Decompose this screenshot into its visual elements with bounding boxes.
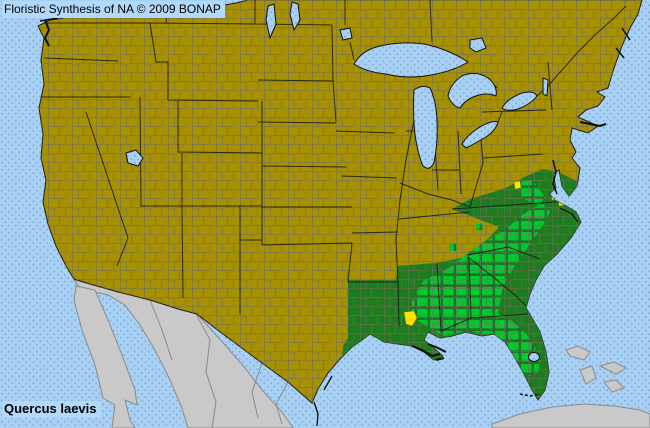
florida-keys (519, 393, 541, 397)
bc-lake-1 (265, 3, 277, 40)
mexico-state-borders (149, 299, 289, 428)
great-salt-lake (125, 149, 144, 167)
lake-of-the-woods (339, 27, 353, 41)
bahamas (565, 345, 628, 393)
mississippi-delta (411, 343, 447, 361)
lake-huron (447, 72, 497, 109)
lake-okeechobee (528, 352, 540, 362)
lake-michigan (413, 85, 438, 169)
baja-california (73, 285, 138, 428)
map-title: Floristic Synthesis of NA © 2009 BONAP (2, 1, 225, 18)
state-borders (40, 22, 557, 332)
outside-region-group (72, 279, 650, 428)
puget-sound (43, 19, 51, 47)
lakes-group (125, 1, 549, 362)
cuba (491, 403, 650, 428)
lake-ontario (501, 91, 538, 111)
long-island (579, 121, 607, 128)
bay-of-fundy (615, 27, 631, 59)
bc-lake-2 (289, 1, 301, 32)
lake-champlain (542, 77, 549, 97)
lake-superior (353, 42, 469, 78)
chesapeake-bay (552, 159, 558, 195)
texas-barrier-islands (313, 375, 333, 427)
lake-erie (461, 121, 499, 149)
nc-sounds (559, 207, 579, 223)
lake-nipigon (469, 37, 487, 53)
species-name-label: Quercus laevis (2, 401, 101, 418)
